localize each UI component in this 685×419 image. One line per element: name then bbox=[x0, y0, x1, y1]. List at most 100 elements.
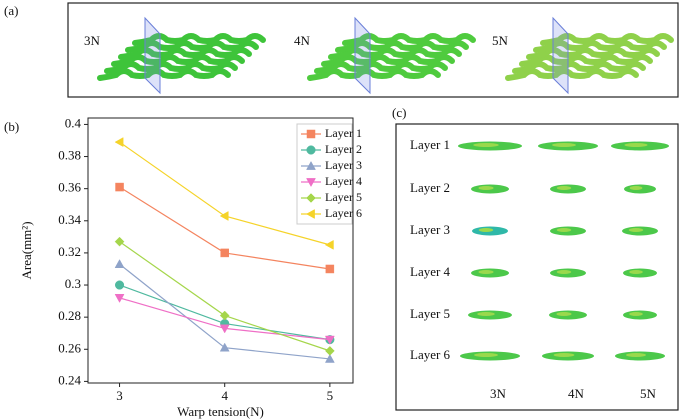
section-highlight bbox=[552, 143, 576, 147]
section-highlight bbox=[478, 270, 494, 274]
plot-frame bbox=[87, 117, 354, 384]
section-highlight bbox=[556, 312, 572, 316]
panel-label: (c) bbox=[392, 105, 406, 120]
row-label: Layer 5 bbox=[410, 306, 450, 321]
section-plane bbox=[354, 16, 371, 95]
yarn bbox=[111, 54, 245, 67]
x-tick-label: 4 bbox=[221, 388, 228, 403]
legend-label: Layer 5 bbox=[325, 190, 362, 204]
x-tick-label: 3 bbox=[116, 388, 123, 403]
yarn bbox=[512, 61, 646, 74]
row-label: Layer 4 bbox=[410, 264, 451, 279]
yarn bbox=[328, 47, 462, 60]
fabric-label: 4N bbox=[294, 33, 311, 48]
marker bbox=[220, 248, 229, 258]
marker bbox=[219, 342, 230, 352]
fabric-images: 3N 4N 5N bbox=[84, 16, 674, 95]
legend-marker bbox=[306, 145, 316, 155]
row-label: Layer 3 bbox=[410, 222, 450, 237]
legend-label: Layer 3 bbox=[325, 158, 362, 172]
y-tick-label: 0.38 bbox=[58, 148, 81, 163]
marker bbox=[114, 294, 125, 303]
marker bbox=[114, 280, 125, 290]
legend-marker bbox=[305, 209, 315, 219]
y-tick-label: 0.28 bbox=[58, 308, 81, 323]
legend-marker bbox=[306, 178, 316, 188]
panel-c-frame bbox=[395, 123, 679, 411]
marker bbox=[114, 137, 124, 148]
yarn bbox=[132, 33, 266, 46]
yarn bbox=[97, 68, 231, 81]
yarn bbox=[505, 68, 639, 81]
yarn bbox=[533, 40, 667, 53]
legend-label: Layer 1 bbox=[325, 126, 362, 140]
section-plane bbox=[144, 16, 161, 95]
row-label: Layer 6 bbox=[410, 347, 451, 362]
section-highlight bbox=[624, 143, 648, 147]
yarn bbox=[307, 68, 441, 81]
panel-label: (b) bbox=[4, 119, 19, 134]
section-highlight bbox=[556, 186, 572, 190]
y-axis-label: Area(mm²) bbox=[19, 221, 34, 279]
yarn bbox=[335, 40, 469, 53]
section-highlight bbox=[553, 353, 575, 357]
y-tick-label: 0.26 bbox=[58, 340, 81, 355]
section-highlight bbox=[556, 270, 572, 274]
cross-sections: Layer 1 Layer 2 Layer 3 Layer 4 Layer 5 Layer… bbox=[410, 137, 669, 401]
row-label: Layer 2 bbox=[410, 180, 450, 195]
section-highlight bbox=[556, 228, 572, 232]
legend-label: Layer 4 bbox=[325, 174, 362, 188]
panel-a-frame bbox=[67, 2, 679, 98]
y-tick-label: 0.32 bbox=[58, 244, 81, 259]
marker bbox=[114, 259, 125, 269]
marker bbox=[115, 182, 124, 192]
legend-marker bbox=[306, 129, 316, 139]
legend-marker bbox=[306, 160, 316, 170]
section-plane bbox=[552, 16, 569, 95]
panel-label: (a) bbox=[4, 3, 18, 18]
section-highlight bbox=[628, 228, 644, 232]
legend-label: Layer 2 bbox=[325, 142, 362, 156]
yarn bbox=[540, 33, 674, 46]
section-highlight bbox=[473, 143, 499, 147]
legend-marker bbox=[306, 193, 316, 203]
yarn bbox=[104, 61, 238, 74]
x-tick-label: 5 bbox=[327, 388, 334, 403]
marker bbox=[324, 239, 334, 250]
yarn bbox=[118, 47, 252, 60]
marker bbox=[325, 346, 335, 356]
section-highlight bbox=[629, 312, 643, 316]
legend-label: Layer 6 bbox=[325, 206, 362, 220]
marker bbox=[114, 236, 125, 247]
y-tick-label: 0.4 bbox=[65, 115, 82, 130]
section-highlight bbox=[474, 353, 498, 357]
section-highlight bbox=[478, 228, 494, 232]
section-highlight bbox=[629, 186, 643, 190]
yarn bbox=[321, 54, 455, 67]
y-tick-label: 0.36 bbox=[58, 180, 81, 195]
marker bbox=[219, 211, 229, 221]
section-highlight bbox=[626, 353, 646, 357]
section-highlight bbox=[629, 270, 643, 274]
marker bbox=[324, 335, 335, 345]
row-label: Layer 1 bbox=[410, 137, 450, 152]
section-highlight bbox=[477, 312, 495, 316]
fabric-label: 3N bbox=[84, 33, 101, 48]
y-tick-label: 0.24 bbox=[58, 372, 81, 387]
column-label: 4N bbox=[568, 386, 585, 401]
column-label: 5N bbox=[640, 386, 657, 401]
marker bbox=[324, 353, 335, 363]
y-tick-label: 0.3 bbox=[65, 276, 81, 291]
marker bbox=[219, 324, 230, 334]
yarn bbox=[519, 54, 653, 67]
y-tick-label: 0.34 bbox=[58, 212, 81, 227]
section-highlight bbox=[478, 186, 494, 190]
x-axis-label: Warp tension(N) bbox=[177, 404, 264, 419]
yarn bbox=[342, 33, 476, 46]
marker bbox=[325, 264, 335, 274]
yarn bbox=[125, 40, 259, 53]
column-label: 3N bbox=[490, 386, 507, 401]
fabric-label: 5N bbox=[492, 33, 509, 48]
legend-frame bbox=[296, 123, 353, 225]
